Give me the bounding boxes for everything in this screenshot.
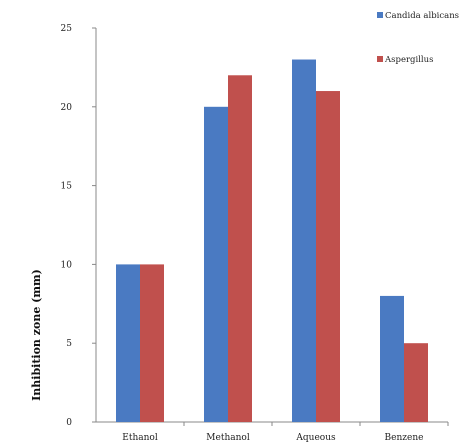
plot-area: 0 5 10 15 20 25 Ethanol Methanol Aqueous Benzene [61,24,449,443]
bar [228,75,252,422]
bar [140,264,164,422]
bars [116,59,449,426]
bar [292,59,316,423]
bar [380,295,404,422]
bar [404,343,428,422]
y-axis-label: Inhibition zone (mm) [30,269,43,401]
x-tick-label: Methanol [206,433,250,443]
y-tick-label: 0 [66,418,72,428]
y-tick-label: 10 [61,260,73,270]
legend-swatch [377,12,383,18]
bar [204,106,228,423]
legend-label: Candida albicans [385,11,459,21]
bar [316,91,340,422]
x-tick-label: Ethanol [122,433,158,443]
y-tick-label: 20 [61,103,73,113]
x-tick-label: Aqueous [295,433,336,443]
legend-label: Aspergillus [384,55,433,65]
x-tick-label: Benzene [385,433,424,443]
y-ticks: 0 5 10 15 20 25 [61,24,96,428]
y-tick-label: 25 [61,24,73,34]
legend: Candida albicans Aspergillus [377,11,459,65]
x-tick-labels: Ethanol Methanol Aqueous Benzene [122,433,423,443]
bar [116,264,140,422]
y-tick-label: 15 [61,182,73,192]
legend-swatch [377,56,383,62]
y-tick-label: 5 [66,339,72,349]
